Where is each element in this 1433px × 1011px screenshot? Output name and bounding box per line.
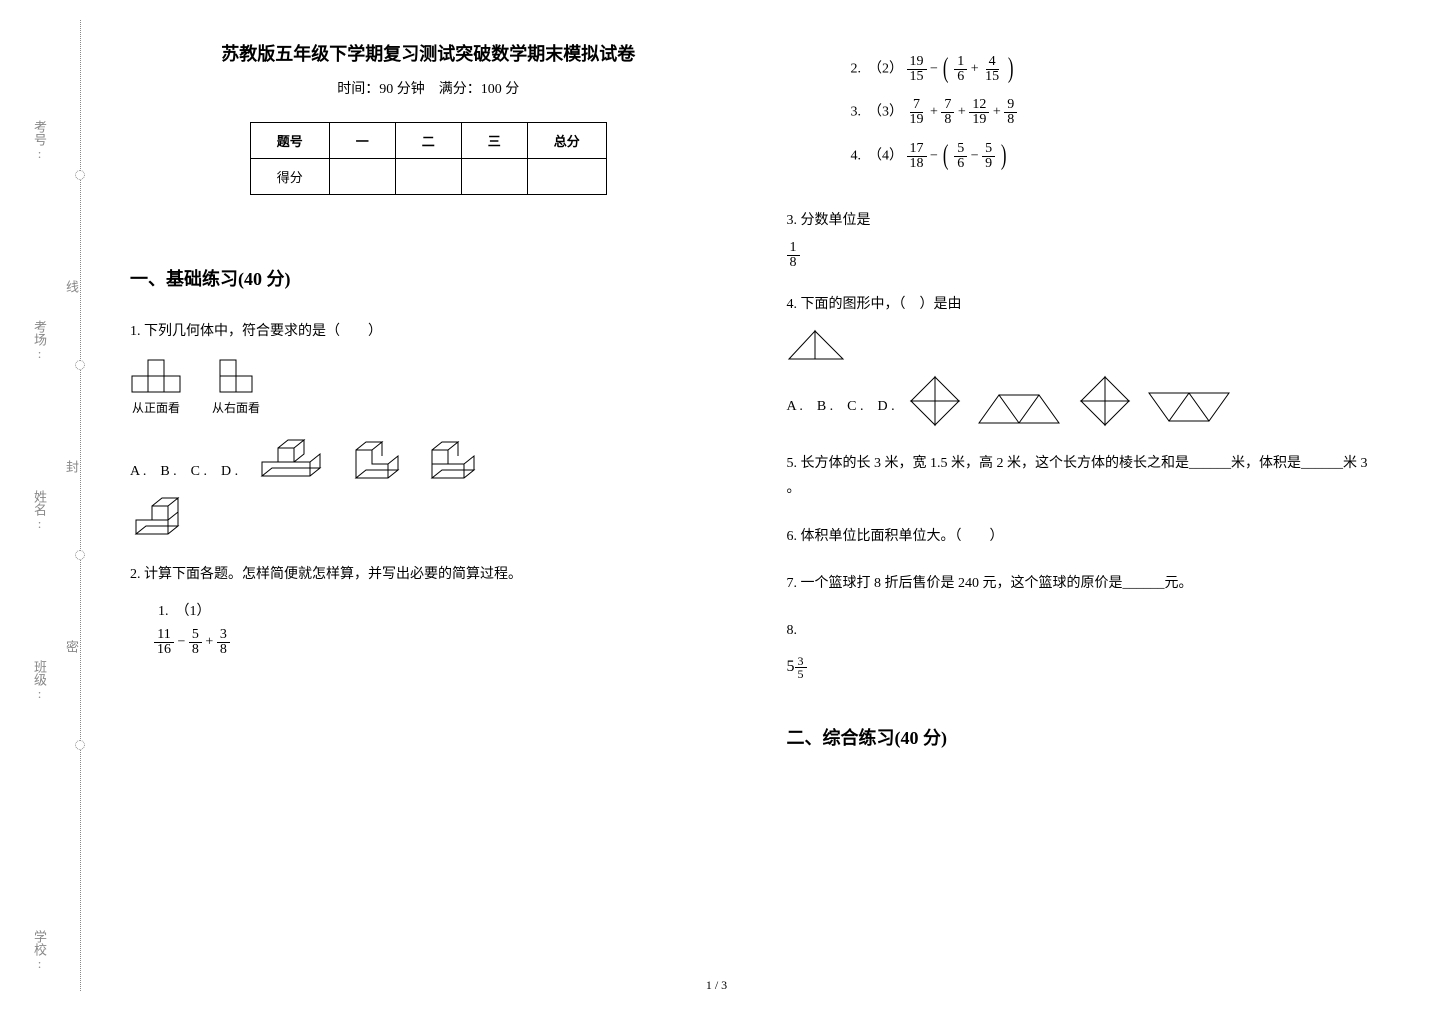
question-6: 6. 体积单位比面积单位大。（ ） [787,524,1384,549]
q2-sub1-label: 1. （1） [130,599,727,624]
q2-sub2-label: 2. （2） [851,61,904,76]
right-view-icon [218,358,254,398]
right-column: 2. （2） 1915 − ( 16 + 415 ) 3. （3） 719 + … [787,40,1384,951]
triangle-pair-icon [787,327,847,363]
score-h: 总分 [527,123,606,159]
seal-char: 封 [62,460,81,473]
page-content: 苏教版五年级下学期复习测试突破数学期末模拟试卷 时间：90 分钟 满分：100 … [130,40,1383,951]
q4-shape-a-icon [907,373,963,429]
seal-char: 密 [62,640,81,653]
paper-title: 苏教版五年级下学期复习测试突破数学期末模拟试卷 [130,40,727,66]
score-h: 二 [395,123,461,159]
question-8: 8. 535 [787,618,1384,682]
score-h: 三 [461,123,527,159]
q2-eq3: 3. （3） 719 + 78 + 1219 + 98 [851,98,1384,127]
seal-circle [75,740,85,750]
q4-options: A . B . C . D . [787,373,1384,429]
q4-text: 4. 下面的图形中，（ ）是由 [787,292,1384,317]
score-h: 题号 [250,123,329,159]
q3-text: 3. 分数单位是 [787,208,1384,233]
question-1: 1. 下列几何体中，符合要求的是（ ） 从正面看 [130,319,727,540]
section-2-heading: 二、综合练习(40 分) [787,724,1384,750]
q2-eq4: 4. （4） 1718 − ( 56 − 59 ) [851,131,1384,181]
q1-text: 1. 下列几何体中，符合要求的是（ ） [130,319,727,344]
paper-subtitle: 时间：90 分钟 满分：100 分 [130,78,727,98]
right-view-label: 从右面看 [212,398,260,420]
q4-shape-b-icon [975,387,1065,429]
seal-circle [75,170,85,180]
solid-d-wrap [130,490,727,540]
right-view: 从右面看 [212,358,260,420]
q2-text: 2. 计算下面各题。怎样简便就怎样算，并写出必要的简算过程。 [130,562,727,587]
q2-continued: 2. （2） 1915 − ( 16 + 415 ) 3. （3） 719 + … [787,40,1384,186]
score-cell [461,159,527,195]
seal-circle [75,550,85,560]
q1-reference-views: 从正面看 从右面看 [130,358,727,420]
solid-c-icon [426,434,486,484]
score-cell [527,159,606,195]
page-number: 1 / 3 [0,978,1433,993]
field-school: 学校: [30,930,49,971]
solid-d-icon [130,490,190,540]
front-view-icon [130,358,182,398]
field-exam-number: 考号: [30,120,49,161]
q2-eq1: 1116 − 58 + 38 [154,628,727,657]
question-5: 5. 长方体的长 3 米，宽 1.5 米，高 2 米，这个长方体的棱长之和是__… [787,451,1384,501]
q4-shape-c-icon [1077,373,1133,429]
field-class: 班级: [30,660,49,701]
q8-mixed: 535 [787,653,1384,682]
seal-circle [75,360,85,370]
left-column: 苏教版五年级下学期复习测试突破数学期末模拟试卷 时间：90 分钟 满分：100 … [130,40,727,951]
section-1-heading: 一、基础练习(40 分) [130,265,727,291]
q1-options: A . B . C . D . [130,434,727,484]
front-view-label: 从正面看 [130,398,182,420]
score-row-label: 得分 [250,159,329,195]
q3-frac: 18 [787,241,1384,270]
q8-text: 8. [787,618,1384,643]
q4-shape-d-icon [1145,387,1235,429]
q5-text: 5. 长方体的长 3 米，宽 1.5 米，高 2 米，这个长方体的棱长之和是__… [787,456,1368,496]
seal-dotted-line [80,20,81,991]
score-cell [395,159,461,195]
score-cell [329,159,395,195]
q4-base-shape [787,327,1384,363]
field-exam-room: 考场: [30,320,49,361]
exam-sidebar: 考号: 考场: 姓名: 班级: 学校: 线 封 密 [0,0,100,1011]
score-h: 一 [329,123,395,159]
q2-eq2: 2. （2） 1915 − ( 16 + 415 ) [851,44,1384,94]
solid-a-icon [254,434,334,484]
q2-sub4-label: 4. （4） [851,149,904,164]
seal-char: 线 [62,280,81,293]
front-view: 从正面看 [130,358,182,420]
solid-b-icon [350,434,410,484]
q2-sub3-label: 3. （3） [851,105,904,120]
field-name: 姓名: [30,490,49,531]
q4-opt-labels: A . B . C . D . [787,394,895,429]
question-7: 7. 一个篮球打 8 折后售价是 240 元，这个篮球的原价是______元。 [787,571,1384,596]
score-table: 题号 一 二 三 总分 得分 [250,122,607,195]
question-3: 3. 分数单位是 18 [787,208,1384,270]
question-4: 4. 下面的图形中，（ ）是由 A . B . C . D . [787,292,1384,429]
question-2: 2. 计算下面各题。怎样简便就怎样算，并写出必要的简算过程。 1. （1） 11… [130,562,727,661]
q1-opt-labels: A . B . C . D . [130,459,238,484]
